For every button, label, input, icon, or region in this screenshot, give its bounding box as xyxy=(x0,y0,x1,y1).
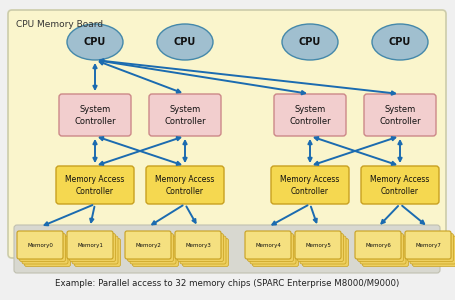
FancyBboxPatch shape xyxy=(20,233,66,262)
FancyBboxPatch shape xyxy=(355,231,401,259)
FancyBboxPatch shape xyxy=(364,94,436,136)
Text: Controller: Controller xyxy=(166,187,204,196)
Text: Controller: Controller xyxy=(164,118,206,127)
Text: CPU: CPU xyxy=(389,37,411,47)
FancyBboxPatch shape xyxy=(59,94,131,136)
FancyBboxPatch shape xyxy=(274,94,346,136)
FancyBboxPatch shape xyxy=(72,236,118,264)
FancyBboxPatch shape xyxy=(360,236,406,264)
Ellipse shape xyxy=(67,24,123,60)
FancyBboxPatch shape xyxy=(56,166,134,204)
FancyBboxPatch shape xyxy=(25,238,71,266)
FancyBboxPatch shape xyxy=(127,233,173,262)
Text: Memory5: Memory5 xyxy=(305,242,331,247)
FancyBboxPatch shape xyxy=(250,236,296,264)
FancyBboxPatch shape xyxy=(300,236,346,264)
Ellipse shape xyxy=(372,24,428,60)
Text: Memory1: Memory1 xyxy=(77,242,103,247)
Text: Controller: Controller xyxy=(291,187,329,196)
Text: Memory Access: Memory Access xyxy=(155,175,215,184)
Text: Controller: Controller xyxy=(289,118,331,127)
Text: System: System xyxy=(79,106,111,115)
FancyBboxPatch shape xyxy=(253,238,298,266)
FancyBboxPatch shape xyxy=(17,231,63,259)
FancyBboxPatch shape xyxy=(295,231,341,259)
Text: Memory2: Memory2 xyxy=(135,242,161,247)
FancyBboxPatch shape xyxy=(14,225,440,273)
Text: Memory7: Memory7 xyxy=(415,242,441,247)
FancyBboxPatch shape xyxy=(180,236,226,264)
FancyBboxPatch shape xyxy=(175,231,221,259)
FancyBboxPatch shape xyxy=(271,166,349,204)
Ellipse shape xyxy=(157,24,213,60)
FancyBboxPatch shape xyxy=(130,236,176,264)
FancyBboxPatch shape xyxy=(146,166,224,204)
Text: Controller: Controller xyxy=(76,187,114,196)
FancyBboxPatch shape xyxy=(75,238,121,266)
FancyBboxPatch shape xyxy=(70,233,116,262)
FancyBboxPatch shape xyxy=(182,238,228,266)
FancyBboxPatch shape xyxy=(149,94,221,136)
FancyBboxPatch shape xyxy=(413,238,455,266)
Text: Controller: Controller xyxy=(74,118,116,127)
FancyBboxPatch shape xyxy=(132,238,178,266)
Text: CPU: CPU xyxy=(299,37,321,47)
Text: Memory Access: Memory Access xyxy=(370,175,430,184)
FancyBboxPatch shape xyxy=(363,238,409,266)
FancyBboxPatch shape xyxy=(248,233,293,262)
FancyBboxPatch shape xyxy=(405,231,451,259)
Text: CPU: CPU xyxy=(84,37,106,47)
Ellipse shape xyxy=(282,24,338,60)
Text: Memory Access: Memory Access xyxy=(280,175,340,184)
Text: Memory Access: Memory Access xyxy=(66,175,125,184)
FancyBboxPatch shape xyxy=(298,233,344,262)
FancyBboxPatch shape xyxy=(22,236,68,264)
Text: Memory6: Memory6 xyxy=(365,242,391,247)
Text: Example: Parallel access to 32 memory chips (SPARC Enterprise M8000/M9000): Example: Parallel access to 32 memory ch… xyxy=(56,278,399,287)
FancyBboxPatch shape xyxy=(67,231,113,259)
FancyBboxPatch shape xyxy=(8,10,446,258)
FancyBboxPatch shape xyxy=(125,231,171,259)
FancyBboxPatch shape xyxy=(358,233,404,262)
Text: Memory3: Memory3 xyxy=(185,242,211,247)
Text: Memory4: Memory4 xyxy=(255,242,281,247)
Text: System: System xyxy=(384,106,415,115)
Text: System: System xyxy=(169,106,201,115)
Text: Controller: Controller xyxy=(381,187,419,196)
Text: Controller: Controller xyxy=(379,118,421,127)
FancyBboxPatch shape xyxy=(177,233,223,262)
FancyBboxPatch shape xyxy=(361,166,439,204)
Text: CPU Memory Board: CPU Memory Board xyxy=(16,20,103,29)
FancyBboxPatch shape xyxy=(303,238,349,266)
Text: CPU: CPU xyxy=(174,37,196,47)
FancyBboxPatch shape xyxy=(245,231,291,259)
FancyBboxPatch shape xyxy=(410,236,455,264)
Text: Memory0: Memory0 xyxy=(27,242,53,247)
Text: System: System xyxy=(294,106,326,115)
FancyBboxPatch shape xyxy=(408,233,454,262)
